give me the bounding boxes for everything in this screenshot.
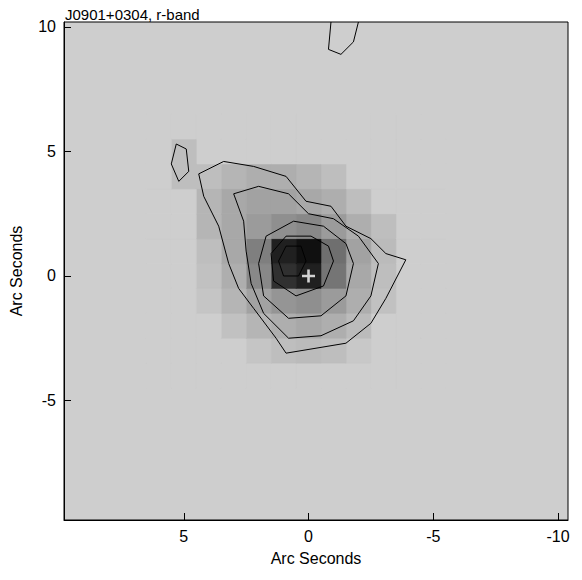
svg-text:10: 10	[38, 18, 56, 35]
svg-text:5: 5	[179, 528, 188, 545]
svg-text:J0901+0304, r-band: J0901+0304, r-band	[65, 6, 200, 23]
svg-text:0: 0	[47, 267, 56, 284]
svg-text:0: 0	[304, 528, 313, 545]
svg-text:Arc Seconds: Arc Seconds	[8, 226, 25, 317]
svg-text:5: 5	[47, 143, 56, 160]
svg-text:-5: -5	[42, 392, 56, 409]
svg-text:-5: -5	[426, 528, 440, 545]
svg-text:-10: -10	[546, 528, 569, 545]
svg-text:Arc Seconds: Arc Seconds	[271, 550, 362, 567]
